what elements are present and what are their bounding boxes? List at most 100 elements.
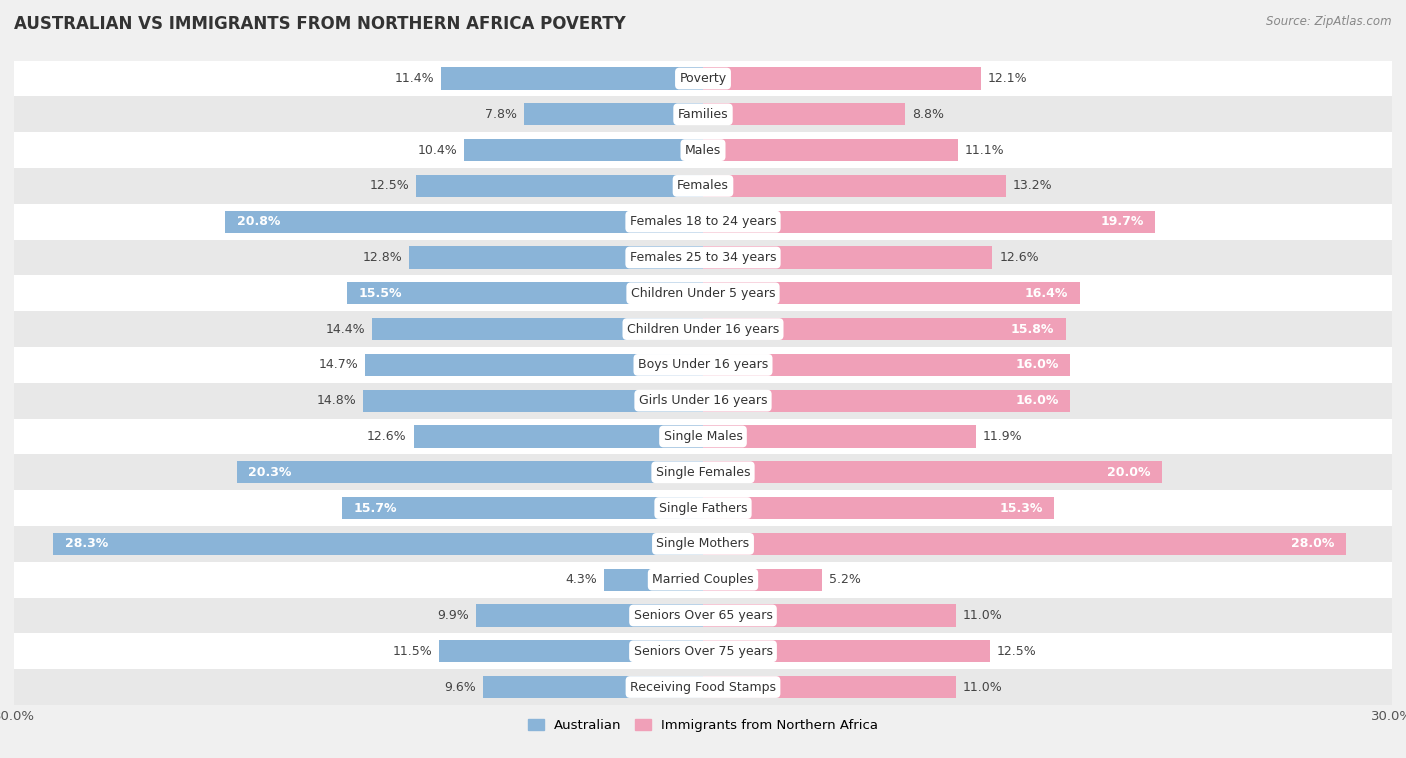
Bar <box>363 390 703 412</box>
Text: 15.3%: 15.3% <box>1000 502 1043 515</box>
Text: 13.2%: 13.2% <box>1012 180 1053 193</box>
Text: 14.7%: 14.7% <box>319 359 359 371</box>
Text: Children Under 5 years: Children Under 5 years <box>631 287 775 300</box>
Text: Females: Females <box>678 180 728 193</box>
Bar <box>14 96 1392 132</box>
Text: 19.7%: 19.7% <box>1101 215 1144 228</box>
Bar <box>703 211 1156 233</box>
Text: 12.5%: 12.5% <box>370 180 409 193</box>
Text: 11.0%: 11.0% <box>963 609 1002 622</box>
Text: Females 18 to 24 years: Females 18 to 24 years <box>630 215 776 228</box>
Text: 4.3%: 4.3% <box>565 573 598 586</box>
Bar <box>343 497 703 519</box>
Bar <box>53 533 703 555</box>
Bar <box>703 246 993 268</box>
Bar <box>441 67 703 89</box>
Text: Females 25 to 34 years: Females 25 to 34 years <box>630 251 776 264</box>
Bar <box>703 103 905 125</box>
Bar <box>703 175 1007 197</box>
Bar <box>409 246 703 268</box>
Bar <box>703 282 1080 305</box>
Bar <box>703 67 981 89</box>
Text: 5.2%: 5.2% <box>830 573 862 586</box>
Bar <box>475 604 703 627</box>
Text: Girls Under 16 years: Girls Under 16 years <box>638 394 768 407</box>
Text: Poverty: Poverty <box>679 72 727 85</box>
Bar <box>14 526 1392 562</box>
Bar <box>225 211 703 233</box>
Bar <box>703 676 956 698</box>
Text: 12.1%: 12.1% <box>988 72 1028 85</box>
Text: Single Females: Single Females <box>655 465 751 479</box>
Bar <box>605 568 703 590</box>
Text: Single Males: Single Males <box>664 430 742 443</box>
Text: 16.0%: 16.0% <box>1015 359 1059 371</box>
Text: 11.4%: 11.4% <box>395 72 434 85</box>
Text: 12.5%: 12.5% <box>997 645 1036 658</box>
Text: Single Fathers: Single Fathers <box>659 502 747 515</box>
Bar <box>524 103 703 125</box>
Bar <box>703 461 1163 484</box>
Text: Receiving Food Stamps: Receiving Food Stamps <box>630 681 776 694</box>
Bar <box>703 390 1070 412</box>
Text: 9.6%: 9.6% <box>444 681 475 694</box>
Bar <box>14 275 1392 312</box>
Bar <box>366 354 703 376</box>
Bar <box>347 282 703 305</box>
Bar <box>703 318 1066 340</box>
Bar <box>482 676 703 698</box>
Text: 15.8%: 15.8% <box>1011 323 1054 336</box>
Bar <box>703 425 976 447</box>
Bar <box>703 354 1070 376</box>
Text: 7.8%: 7.8% <box>485 108 517 121</box>
Bar <box>373 318 703 340</box>
Bar <box>14 347 1392 383</box>
Bar <box>14 168 1392 204</box>
Bar <box>439 641 703 662</box>
Text: 20.8%: 20.8% <box>236 215 280 228</box>
Bar <box>703 139 957 161</box>
Bar <box>14 132 1392 168</box>
Bar <box>14 383 1392 418</box>
Bar <box>413 425 703 447</box>
Bar <box>14 597 1392 634</box>
Bar <box>703 641 990 662</box>
Text: Source: ZipAtlas.com: Source: ZipAtlas.com <box>1267 15 1392 28</box>
Text: Seniors Over 75 years: Seniors Over 75 years <box>634 645 772 658</box>
Text: Families: Families <box>678 108 728 121</box>
Bar <box>14 562 1392 597</box>
Bar <box>14 634 1392 669</box>
Text: 9.9%: 9.9% <box>437 609 468 622</box>
Text: 11.1%: 11.1% <box>965 143 1004 157</box>
Text: 16.4%: 16.4% <box>1025 287 1069 300</box>
Bar <box>464 139 703 161</box>
Text: 28.3%: 28.3% <box>65 537 108 550</box>
Legend: Australian, Immigrants from Northern Africa: Australian, Immigrants from Northern Afr… <box>523 713 883 737</box>
Bar <box>703 533 1346 555</box>
Text: Children Under 16 years: Children Under 16 years <box>627 323 779 336</box>
Bar <box>416 175 703 197</box>
Text: Married Couples: Married Couples <box>652 573 754 586</box>
Bar <box>703 604 956 627</box>
Bar <box>236 461 703 484</box>
Text: AUSTRALIAN VS IMMIGRANTS FROM NORTHERN AFRICA POVERTY: AUSTRALIAN VS IMMIGRANTS FROM NORTHERN A… <box>14 15 626 33</box>
Bar <box>14 204 1392 240</box>
Bar <box>14 669 1392 705</box>
Text: 10.4%: 10.4% <box>418 143 457 157</box>
Text: 12.6%: 12.6% <box>1000 251 1039 264</box>
Text: 14.8%: 14.8% <box>316 394 356 407</box>
Text: 16.0%: 16.0% <box>1015 394 1059 407</box>
Text: 12.8%: 12.8% <box>363 251 402 264</box>
Text: Single Mothers: Single Mothers <box>657 537 749 550</box>
Text: 14.4%: 14.4% <box>326 323 366 336</box>
Text: 8.8%: 8.8% <box>912 108 943 121</box>
Text: 15.5%: 15.5% <box>359 287 402 300</box>
Bar <box>703 568 823 590</box>
Text: Seniors Over 65 years: Seniors Over 65 years <box>634 609 772 622</box>
Bar <box>14 61 1392 96</box>
Text: 11.5%: 11.5% <box>392 645 432 658</box>
Bar <box>14 418 1392 454</box>
Text: Boys Under 16 years: Boys Under 16 years <box>638 359 768 371</box>
Text: 11.0%: 11.0% <box>963 681 1002 694</box>
Text: 11.9%: 11.9% <box>983 430 1022 443</box>
